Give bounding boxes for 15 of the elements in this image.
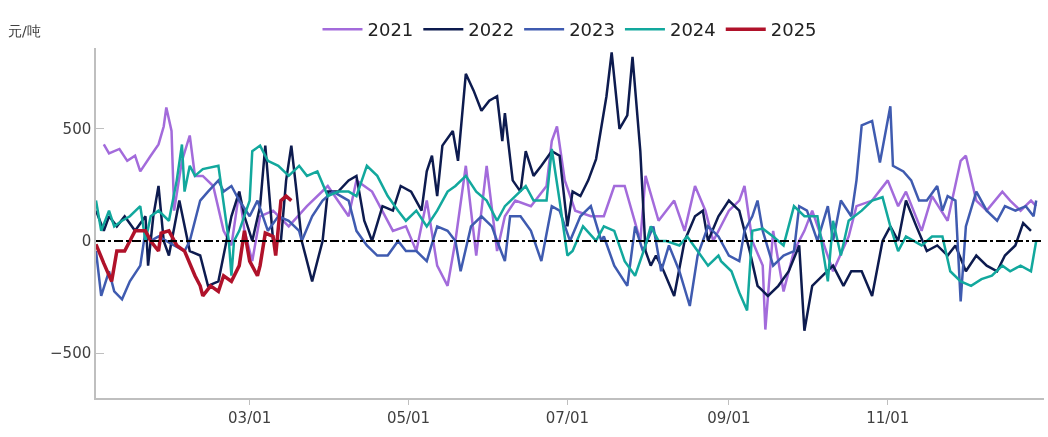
legend-label: 2021 — [367, 19, 414, 41]
y-axis-title: 元/吨 — [8, 23, 41, 39]
x-tick-label: 11/01 — [866, 408, 910, 427]
x-tick-label: 03/01 — [228, 408, 272, 427]
y-tick-label: 500 — [62, 120, 92, 139]
legend-label: 2025 — [770, 19, 817, 41]
x-tick-label: 05/01 — [386, 408, 431, 427]
legend-label: 2022 — [468, 19, 515, 41]
y-tick-label: 0 — [81, 232, 92, 251]
y-tick-label: −500 — [50, 344, 92, 363]
x-tick-label: 09/01 — [707, 408, 751, 427]
legend-label: 2024 — [669, 19, 716, 41]
line-series — [96, 194, 294, 298]
x-tick-label: 07/01 — [545, 408, 590, 427]
legend-label: 2023 — [569, 19, 615, 41]
